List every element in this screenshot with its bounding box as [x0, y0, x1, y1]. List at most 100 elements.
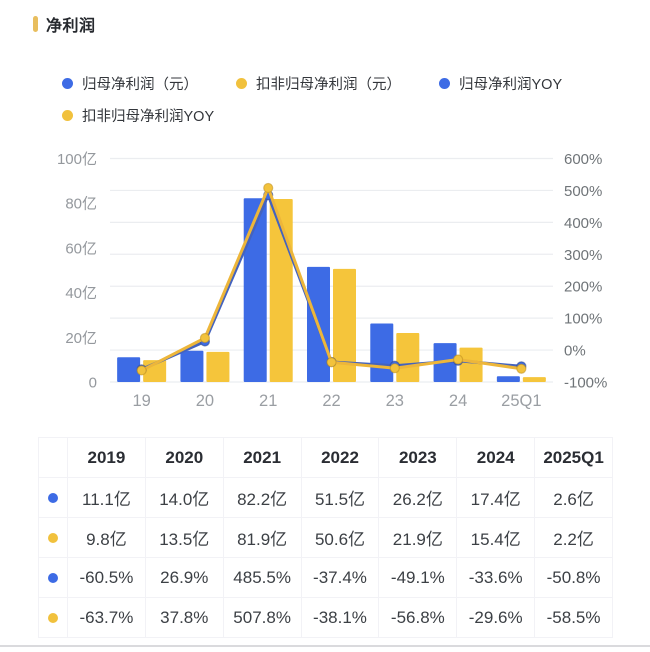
left-axis-tick: 40亿 — [65, 285, 97, 302]
yoy-point-koufei-23 — [389, 363, 400, 374]
right-axis-tick: 500% — [564, 183, 602, 200]
table-header-2020: 2020 — [145, 438, 224, 478]
table-header-2021: 2021 — [223, 438, 302, 478]
bar-koufei-23 — [396, 333, 420, 382]
profit-combo-chart: 600% 500% 400% 300% 200% 100% 0% -100% 100亿 80亿 60… — [0, 140, 650, 435]
bar-guimu-23 — [370, 323, 394, 382]
x-axis-label: 20 — [196, 392, 214, 410]
legend-item-3[interactable]: 扣非归母净利润YOY — [62, 106, 214, 125]
right-axis-tick: 200% — [564, 279, 602, 296]
table-row-dot-cell — [39, 558, 68, 598]
legend-label: 归母净利润（元） — [82, 77, 198, 93]
x-axis-label: 23 — [386, 392, 404, 410]
page-title: 净利润 — [46, 18, 96, 35]
table-cell-r1-c0: 9.8亿 — [68, 518, 146, 558]
table-row-dot-cell — [39, 478, 68, 518]
x-axis-label: 19 — [132, 392, 150, 410]
table-cell-r1-c3: 50.6亿 — [301, 518, 380, 558]
table-cell-r2-c1: 26.9% — [145, 558, 224, 598]
yoy-point-koufei-22 — [326, 357, 337, 368]
yoy-point-koufei-21 — [263, 182, 274, 194]
table-cell-r0-c5: 17.4亿 — [457, 478, 536, 518]
series-dot-icon — [48, 612, 58, 623]
bar-koufei-25Q1 — [522, 377, 546, 382]
bottom-divider — [0, 645, 650, 647]
table-cell-r2-c5: -33.6% — [457, 558, 536, 598]
left-axis-tick: 100亿 — [57, 151, 97, 168]
table-cell-r1-c6: 2.2亿 — [535, 518, 613, 558]
table-row-dot-cell — [39, 598, 68, 638]
legend-label: 扣非归母净利润（元） — [256, 77, 401, 93]
bar-koufei-24 — [459, 347, 483, 382]
legend-item-0[interactable]: 归母净利润（元） — [62, 74, 198, 93]
table-cell-r3-c4: -56.8% — [379, 598, 458, 638]
table-cell-r3-c1: 37.8% — [145, 598, 224, 638]
table-cell-r2-c0: -60.5% — [68, 558, 146, 598]
left-axis-tick: 0 — [89, 375, 97, 392]
bar-koufei-22 — [333, 268, 356, 382]
legend-label: 扣非归母净利润YOY — [82, 109, 215, 125]
table-header-2023: 2023 — [379, 438, 458, 478]
profit-data-table: 2019 2020 2021 2022 2023 2024 2025Q1 11.1亿 14.0亿… — [38, 437, 613, 638]
table-cell-r3-c0: -63.7% — [68, 598, 146, 638]
series-dot-icon — [48, 532, 58, 543]
legend-dot-icon — [439, 78, 450, 89]
table-header-2025Q1: 2025Q1 — [535, 438, 613, 478]
bar-guimu-20 — [180, 350, 204, 382]
table-cell-r3-c3: -38.1% — [301, 598, 380, 638]
table-header-2019: 2019 — [68, 438, 146, 478]
bar-koufei-20 — [206, 351, 230, 382]
series-dot-icon — [48, 492, 58, 503]
table-cell-r1-c5: 15.4亿 — [457, 518, 536, 558]
chart-canvas: 600% 500% 400% 300% 200% 100% 0% -100% 100亿 80亿 60… — [57, 151, 607, 410]
bar-guimu-21 — [243, 198, 267, 382]
table-cell-r0-c1: 14.0亿 — [145, 478, 224, 518]
legend-dot-icon — [62, 110, 73, 121]
right-axis-tick: 400% — [564, 215, 602, 232]
left-axis-tick: 80亿 — [65, 196, 97, 213]
left-axis-tick: 20亿 — [65, 330, 97, 347]
x-axis-label: 21 — [259, 392, 277, 410]
legend-label: 归母净利润YOY — [459, 77, 563, 93]
chart-legend: 归母净利润（元） 扣非归母净利润（元） 归母净利润YOY 扣非归母净利润YOY — [62, 74, 622, 125]
yoy-point-koufei-25Q1 — [516, 363, 527, 374]
legend-dot-icon — [62, 78, 73, 89]
table-row-dot-cell — [39, 518, 68, 558]
table-cell-r2-c4: -49.1% — [379, 558, 458, 598]
x-axis-label: 22 — [322, 392, 340, 410]
table-cell-r0-c2: 82.2亿 — [223, 478, 302, 518]
table-header-2022: 2022 — [301, 438, 380, 478]
legend-dot-icon — [236, 78, 247, 89]
table-header-2024: 2024 — [457, 438, 536, 478]
series-dot-icon — [48, 572, 58, 583]
right-axis-tick: 100% — [564, 311, 602, 328]
section-header: 净利润 — [33, 12, 96, 36]
title-accent-bar — [33, 16, 38, 32]
table-cell-r2-c6: -50.8% — [535, 558, 613, 598]
table-cell-r3-c2: 507.8% — [223, 598, 302, 638]
yoy-point-koufei-24 — [452, 354, 464, 365]
table-cell-r1-c2: 81.9亿 — [223, 518, 302, 558]
table-cell-r0-c6: 2.6亿 — [535, 478, 613, 518]
table-cell-r0-c0: 11.1亿 — [68, 478, 146, 518]
right-axis-tick: 0% — [564, 343, 586, 360]
table-cell-r1-c4: 21.9亿 — [379, 518, 458, 558]
right-axis-tick: 600% — [564, 151, 602, 168]
table-cell-r1-c1: 13.5亿 — [145, 518, 224, 558]
legend-item-2[interactable]: 归母净利润YOY — [439, 74, 562, 93]
table-cell-r3-c6: -58.5% — [535, 598, 613, 638]
right-axis-tick: -100% — [564, 375, 607, 392]
x-axis-label: 25Q1 — [501, 392, 541, 410]
x-axis-label: 24 — [449, 392, 467, 410]
table-cell-r0-c3: 51.5亿 — [301, 478, 380, 518]
table-cell-r0-c4: 26.2亿 — [379, 478, 458, 518]
yoy-point-koufei-19 — [136, 365, 147, 376]
legend-item-1[interactable]: 扣非归母净利润（元） — [236, 74, 401, 93]
table-cell-r2-c3: -37.4% — [301, 558, 380, 598]
left-axis-tick: 60亿 — [65, 240, 97, 257]
yoy-point-koufei-20 — [199, 332, 211, 344]
bar-guimu-19 — [117, 357, 141, 382]
table-cell-r3-c5: -29.6% — [457, 598, 536, 638]
yoy-line-guimu — [140, 193, 523, 371]
right-axis-tick: 300% — [564, 247, 602, 264]
